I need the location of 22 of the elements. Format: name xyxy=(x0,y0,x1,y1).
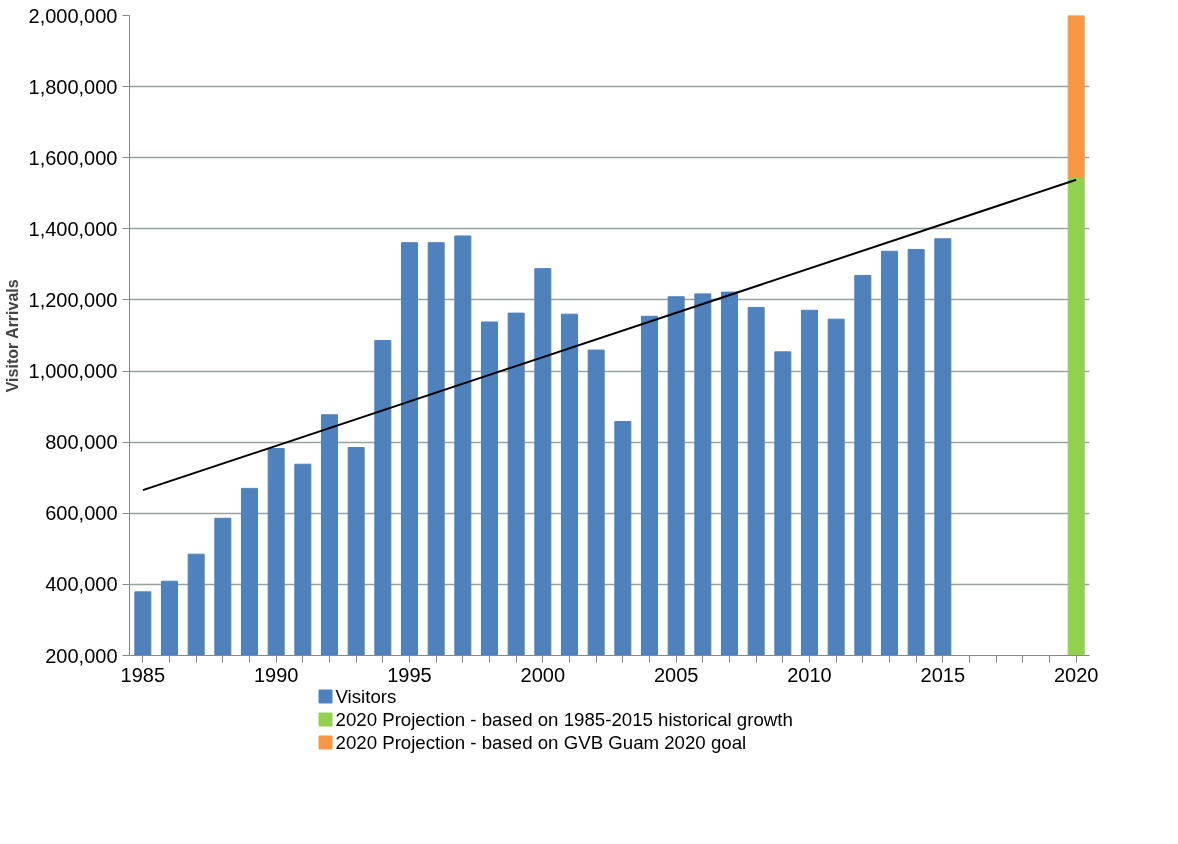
legend-label: 2020 Projection - based on GVB Guam 2020 goal xyxy=(335,732,747,753)
y-tick-label: 200,000 xyxy=(45,644,118,667)
y-tick-label: 2,000,000 xyxy=(28,4,118,27)
y-tick-label: 1,600,000 xyxy=(28,146,118,169)
x-tick-label: 1995 xyxy=(387,663,432,686)
y-tick-label: 600,000 xyxy=(45,502,118,525)
legend-label: Visitors xyxy=(335,686,397,707)
y-tick-label: 1,000,000 xyxy=(28,360,118,383)
legend-label: 2020 Projection - based on 1985-2015 historical growth xyxy=(335,709,793,730)
y-tick-label: 1,400,000 xyxy=(28,217,118,240)
x-tick-label: 2000 xyxy=(520,663,566,686)
x-tick-label: 2010 xyxy=(787,663,832,686)
y-tick-label: 400,000 xyxy=(45,573,118,596)
x-tick-label: 2015 xyxy=(920,663,966,686)
x-tick-label: 1985 xyxy=(120,663,166,686)
y-tick-label: 1,200,000 xyxy=(28,288,118,311)
y-tick-label: 800,000 xyxy=(45,431,118,454)
y-axis-title: Visitor Arrivals xyxy=(3,279,21,393)
y-tick-label: 1,800,000 xyxy=(28,75,118,98)
x-tick-label: 2020 xyxy=(1053,663,1099,686)
x-tick-label: 2005 xyxy=(653,663,699,686)
x-tick-label: 1990 xyxy=(253,663,299,686)
